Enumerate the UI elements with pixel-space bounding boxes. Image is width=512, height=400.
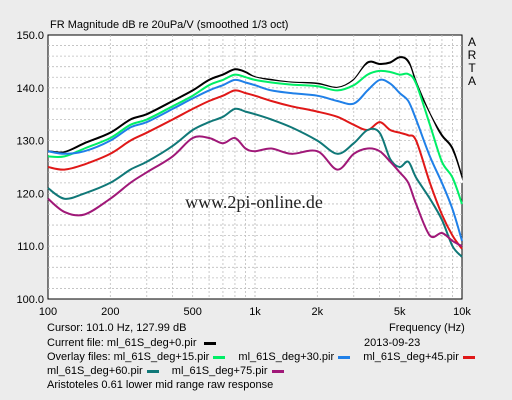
series-line-3: [47, 78, 463, 242]
y-tick-label: 110.0: [17, 241, 44, 253]
overlay-file-1: ml_61S_deg+15.pir: [113, 351, 210, 363]
overlay-file-3: ml_61S_deg+45.pir: [363, 351, 459, 363]
overlay-file-5: ml_61S_deg+75.pir: [171, 365, 268, 377]
overlay-swatch-1: [213, 356, 226, 359]
brand-letter: T: [468, 61, 476, 75]
watermark: www.2pi-online.de: [185, 192, 323, 212]
overlay-files-row-1: Overlay files: ml_61S_deg+15.pir ml_61S_…: [47, 351, 485, 364]
current-file-label: Current file:: [47, 337, 104, 349]
y-tick-label: 100.0: [16, 294, 44, 306]
x-tick-label: 200: [101, 306, 119, 318]
brand-letter: A: [467, 74, 476, 88]
current-file-swatch: [203, 342, 216, 345]
x-tick-label: 1k: [249, 306, 261, 318]
series-line-4: [47, 89, 463, 250]
current-file-row: Current file: ml_61S_deg+0.pir: [47, 337, 226, 350]
cursor-readout: Cursor: 101.0 Hz, 127.99 dB: [47, 322, 187, 334]
date-label: 2013-09-23: [364, 337, 421, 349]
chart-title: FR Magnitude dB re 20uPa/V (smoothed 1/3…: [50, 19, 289, 31]
y-tick-label: 150.0: [16, 30, 44, 42]
series-line-0: [47, 56, 463, 178]
overlay-files-row-2: ml_61S_deg+60.pir ml_61S_deg+75.pir: [47, 365, 294, 378]
caption: Aristoteles 0.61 lower mid range raw res…: [47, 379, 274, 391]
series-line-6: [47, 135, 463, 248]
brand-letter: A: [467, 35, 476, 49]
x-axis-label: Frequency (Hz): [389, 322, 465, 334]
x-tick-label: 5k: [394, 306, 406, 318]
series-line-2: [47, 69, 463, 205]
overlay-swatch-3: [462, 356, 475, 359]
y-tick-label: 130.0: [16, 136, 44, 148]
overlay-files-label: Overlay files:: [47, 351, 111, 363]
overlay-file-4: ml_61S_deg+60.pir: [47, 365, 143, 377]
overlay-swatch-5: [271, 370, 284, 373]
overlay-file-2: ml_61S_deg+30.pir: [238, 351, 335, 363]
y-tick-label: 120.0: [16, 188, 44, 200]
x-tick-label: 10k: [453, 306, 471, 318]
overlay-swatch-4: [146, 370, 159, 373]
x-tick-label: 2k: [312, 306, 324, 318]
overlay-swatch-2: [338, 356, 351, 359]
brand-letter: R: [467, 48, 477, 62]
y-tick-label: 140.0: [16, 83, 44, 95]
x-tick-label: 100: [39, 306, 57, 318]
series-line-5: [47, 107, 463, 258]
x-tick-label: 500: [184, 306, 202, 318]
series-lines: [47, 56, 463, 258]
y-tick-labels: 100.0 110.0 120.0 130.0 140.0 150.0: [16, 30, 44, 306]
x-tick-labels: 100 200 500 1k 2k 5k 10k: [39, 306, 472, 318]
current-file-value: ml_61S_deg+0.pir: [106, 337, 197, 349]
